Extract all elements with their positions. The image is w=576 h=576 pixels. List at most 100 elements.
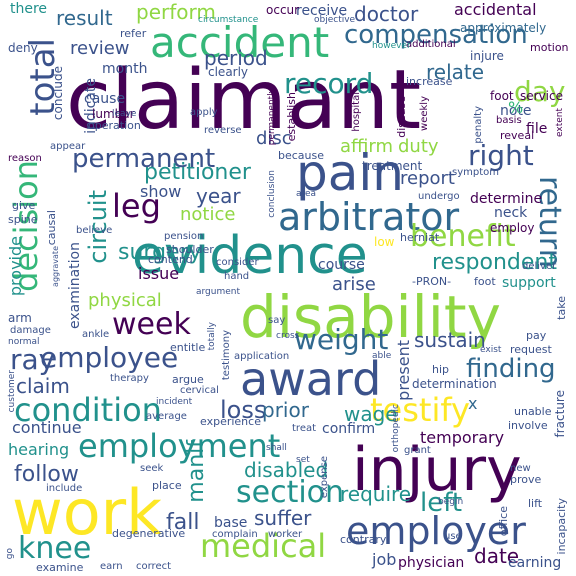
word-determine: determine (470, 191, 543, 207)
word-expense: expense (319, 456, 330, 499)
word-shoulder: shoulder (166, 243, 214, 256)
word-notice: notice (180, 204, 236, 225)
word-testify: testify (370, 391, 470, 429)
word-set: set (296, 455, 310, 465)
word-office: office (497, 506, 510, 537)
word-refer: refer (120, 27, 147, 40)
word-hospital: hospital (351, 92, 362, 132)
word-pain: pain (296, 144, 404, 202)
word-relate: relate (426, 60, 485, 84)
word-neck: neck (494, 205, 528, 221)
word-hand: hand (224, 271, 250, 282)
word-leg: leg (112, 187, 161, 225)
word-average: average (146, 411, 187, 422)
word-ray: ray (10, 343, 56, 376)
word-incident: incident (156, 397, 193, 407)
word-left: left (420, 488, 463, 518)
word-totally: totally (207, 322, 217, 351)
word-apply: apply (190, 107, 218, 118)
word-place: place (152, 479, 182, 492)
word-permanently: permanently (267, 88, 277, 146)
word-sustain: sustain (414, 328, 486, 352)
word-objective: objective (314, 15, 356, 25)
word-fracture: fracture (553, 390, 567, 438)
word-percent: % (508, 98, 524, 117)
word-damage: damage (10, 325, 51, 336)
word-examine: examine (36, 561, 84, 574)
word-foot: foot (490, 89, 514, 103)
word-job: job (372, 550, 397, 569)
word-use: use (444, 531, 462, 542)
word-affirm: affirm (340, 136, 394, 157)
word-temporary: temporary (420, 428, 505, 447)
word-knee: knee (18, 531, 92, 566)
word-customer: customer (7, 370, 17, 413)
word-doctor: doctor (354, 2, 419, 26)
word-present: present (394, 340, 413, 401)
word-consider: consider (216, 257, 259, 268)
word-conclusion: conclusion (267, 170, 277, 218)
word-circumstance: circumstance (198, 15, 259, 25)
word-causal: causal (45, 210, 58, 246)
word-worker: worker (268, 529, 303, 540)
word-contrary: contrary (340, 533, 387, 546)
word-incapacity: incapacity (555, 498, 568, 555)
word-cervical: cervical (180, 385, 219, 396)
word-arbitrator: arbitrator (278, 195, 460, 239)
word-area: area (296, 189, 317, 199)
word-reverse: reverse (204, 125, 242, 136)
word-x: x (468, 394, 478, 413)
word-hip: hip (432, 363, 450, 376)
word-occur: occur (266, 3, 300, 17)
word-pension: pension (164, 231, 204, 242)
word-shall: shall (266, 443, 287, 453)
word-deny: deny (8, 41, 38, 55)
word-give: give (12, 199, 36, 212)
word-issue: issue (138, 264, 180, 283)
word-work: work (12, 476, 163, 549)
word-weight: weight (294, 323, 389, 356)
word-award: award (240, 352, 382, 406)
word-however: however (372, 41, 411, 51)
word-there: there (10, 1, 48, 17)
word-year: year (196, 184, 241, 208)
word-claim: claim (16, 374, 70, 398)
word-pay: pay (526, 329, 547, 342)
word-low: low (374, 235, 395, 249)
word-duty: duty (398, 136, 439, 157)
word-reveal: reveal (500, 129, 535, 142)
word-because: because (278, 149, 325, 162)
word-pron: -PRON- (412, 275, 452, 288)
word-arise: arise (332, 274, 376, 295)
word-employment: employment (78, 427, 281, 465)
word-request: request (510, 343, 552, 356)
word-permanent: permanent (72, 144, 216, 174)
word-right: right (468, 139, 534, 172)
word-period: period (204, 46, 268, 70)
word-benefit: benefit (410, 219, 516, 254)
word-grant: grant (404, 445, 431, 456)
word-clearly: clearly (208, 65, 249, 79)
word-fall: fall (166, 510, 200, 535)
word-provide: provide (6, 236, 25, 297)
word-operation: operation (88, 119, 141, 132)
word-unable: unable (514, 405, 552, 418)
word-physical: physical (88, 290, 162, 311)
word-therapy: therapy (110, 373, 149, 384)
word-begin: begin (438, 497, 464, 507)
word-symptom: symptom (452, 167, 499, 178)
word-manif: manif (184, 440, 209, 503)
word-review: review (70, 38, 130, 59)
word-show: show (140, 182, 182, 201)
word-prior: prior (262, 398, 309, 422)
word-week: week (112, 307, 191, 342)
word-determination: determination (412, 377, 497, 391)
word-take: take (555, 296, 568, 320)
word-treat: treat (292, 423, 317, 434)
word-go: go (5, 548, 15, 560)
word-finding: finding (466, 354, 556, 384)
word-continue: continue (12, 418, 82, 437)
word-arm: arm (8, 311, 32, 325)
word-cause: cause (84, 91, 126, 107)
